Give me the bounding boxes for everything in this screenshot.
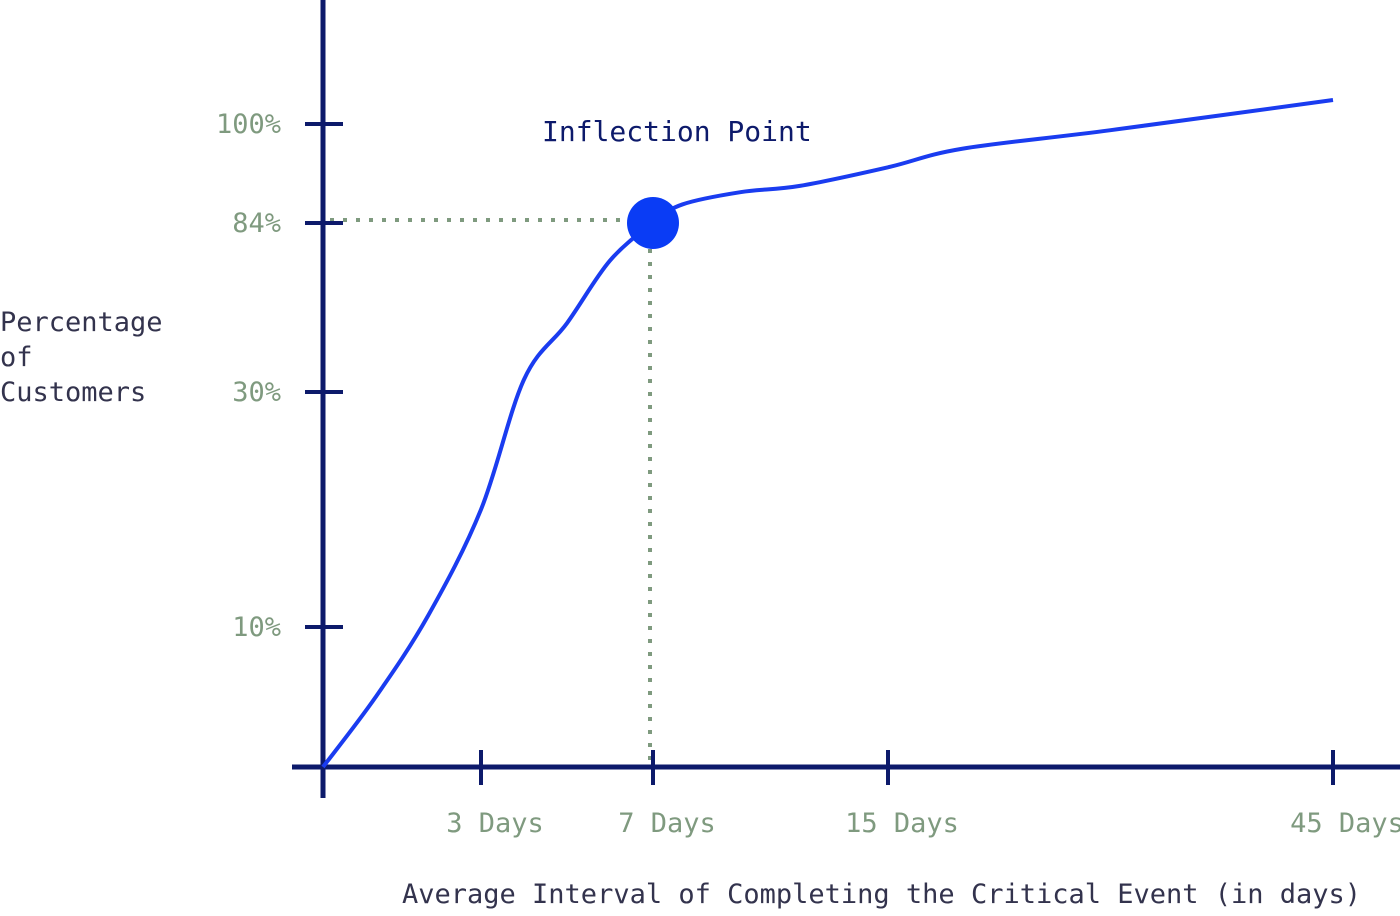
inflection-point-annotation: Inflection Point [542,115,812,148]
ticks: 3 Days 7 Days 15 Days 45 Days 10% 30% 84% 100% [216,109,1400,839]
y-tick-label-2: 84% [232,208,281,239]
y-axis-label: Percentage of Customers [0,307,163,408]
x-axis-label: Average Interval of Completing the Criti… [402,879,1361,910]
x-tick-label-3: 45 Days [1290,808,1400,839]
y-axis-label-line-0: Percentage [0,307,163,338]
y-tick-label-1: 30% [232,377,281,408]
inflection-point-marker [627,197,679,249]
x-tick-label-0: 3 Days [446,808,544,839]
series-line [321,98,1334,769]
y-axis-label-line-1: of [0,342,33,373]
y-axis-label-line-2: Customers [0,377,146,408]
x-tick-label-2: 15 Days [845,808,959,839]
guide-lines [330,218,653,767]
x-tick-label-1: 7 Days [618,808,716,839]
axes [292,0,1400,798]
y-tick-label-0: 10% [232,612,281,643]
y-tick-label-3: 100% [216,109,281,140]
